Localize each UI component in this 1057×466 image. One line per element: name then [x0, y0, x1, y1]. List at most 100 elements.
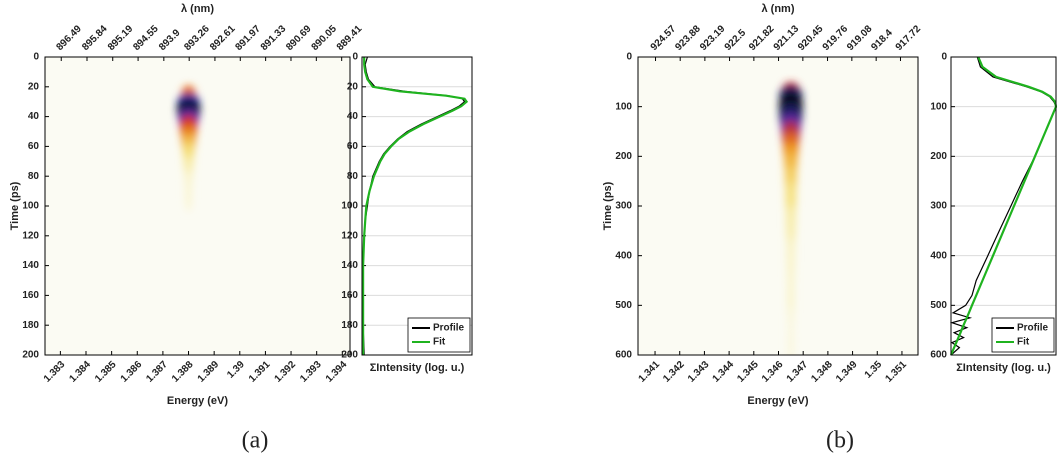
- y-tick-label: 20: [28, 81, 40, 92]
- x-tick-label: 1.386: [119, 359, 145, 385]
- x-tick-label: 1.394: [324, 359, 350, 385]
- y-tick-label: 20: [347, 81, 359, 92]
- x-tick-label: 1.392: [273, 359, 299, 385]
- x-axis-label: ΣIntensity (log. u.): [956, 362, 1051, 374]
- x-axis-label: Energy (eV): [747, 395, 808, 407]
- x2-tick-label: 919.76: [821, 23, 851, 53]
- x2-tick-label: 891.97: [233, 23, 263, 53]
- y-tick-label: 200: [22, 350, 39, 361]
- heatmap: [176, 85, 201, 212]
- y-tick-label: 0: [352, 52, 358, 63]
- x-tick-label: 1.341: [637, 359, 663, 385]
- y-tick-label: 100: [930, 101, 947, 112]
- y-tick-label: 600: [615, 350, 632, 361]
- y-tick-label: 300: [930, 201, 947, 212]
- legend-label: Fit: [433, 337, 446, 348]
- x2-tick-label: 923.19: [698, 23, 728, 53]
- heatmap-blur: [176, 85, 201, 212]
- series-line: [362, 57, 469, 355]
- y-tick-label: 80: [347, 171, 359, 182]
- y-tick-label: 100: [341, 201, 358, 212]
- heat-cell: [787, 305, 795, 355]
- y-tick-label: 300: [615, 201, 632, 212]
- y-tick-label: 500: [615, 300, 632, 311]
- axes-frame: [950, 56, 1057, 356]
- x2-tick-label: 893.9: [157, 27, 183, 53]
- legend-label: Fit: [1017, 337, 1030, 348]
- y-tick-label: 100: [22, 201, 39, 212]
- heat-cell: [185, 170, 192, 212]
- x-tick-label: 1.383: [42, 359, 68, 385]
- y-tick-label: 120: [22, 230, 39, 241]
- x2-tick-label: 889.41: [335, 23, 365, 53]
- y-tick-label: 40: [28, 111, 40, 122]
- x2-axis-label: λ (nm): [181, 3, 214, 15]
- y-tick-label: 0: [626, 52, 632, 63]
- x-tick-label: 1.393: [298, 359, 324, 385]
- y-tick-label: 160: [22, 290, 39, 301]
- x2-tick-label: 893.26: [182, 23, 212, 53]
- y-tick-label: 0: [33, 52, 39, 63]
- x-tick-label: 1.39: [225, 359, 247, 381]
- x2-tick-label: 920.45: [796, 23, 826, 53]
- y-tick-label: 400: [615, 250, 632, 261]
- x2-tick-label: 895.84: [80, 23, 110, 53]
- y-tick-label: 40: [347, 111, 359, 122]
- legend-box: [991, 317, 1055, 353]
- y-tick-label: 500: [930, 300, 947, 311]
- x-axis-label: ΣIntensity (log. u.): [370, 362, 465, 374]
- x-tick-label: 1.35: [863, 359, 885, 381]
- legend-label: Profile: [433, 323, 465, 334]
- x-tick-label: 1.344: [711, 359, 737, 385]
- x2-tick-label: 890.05: [310, 23, 340, 53]
- heatmap-blur: [778, 81, 803, 355]
- x2-tick-label: 894.55: [131, 23, 161, 53]
- x2-tick-label: 924.57: [649, 23, 679, 53]
- x-tick-label: 1.389: [196, 359, 222, 385]
- axes-frame: [637, 56, 919, 356]
- y-tick-label: 140: [341, 260, 358, 271]
- x-tick-label: 1.342: [661, 359, 687, 385]
- y-tick-label: 160: [341, 290, 358, 301]
- x2-tick-label: 896.49: [54, 23, 84, 53]
- x2-tick-label: 919.08: [845, 23, 875, 53]
- y-tick-label: 600: [930, 350, 947, 361]
- x-tick-label: 1.351: [883, 359, 909, 385]
- series-line: [949, 56, 1057, 356]
- x-tick-label: 1.385: [93, 359, 119, 385]
- y-tick-label: 140: [22, 260, 39, 271]
- x-tick-label: 1.346: [760, 359, 786, 385]
- y-tick-label: 200: [341, 350, 358, 361]
- x2-tick-label: 917.72: [894, 23, 924, 53]
- y-tick-label: 200: [615, 151, 632, 162]
- x2-axis-label: λ (nm): [762, 3, 795, 15]
- x2-tick-label: 892.61: [208, 23, 238, 53]
- x2-tick-label: 923.88: [673, 23, 703, 53]
- axes-frame: [361, 56, 473, 356]
- y-axis-label: Time (ps): [9, 181, 21, 230]
- x2-tick-label: 921.13: [772, 23, 802, 53]
- caption: (b): [826, 428, 854, 454]
- y-tick-label: 100: [615, 101, 632, 112]
- y-tick-label: 80: [28, 171, 40, 182]
- x-tick-label: 1.348: [809, 359, 835, 385]
- y-tick-label: 180: [341, 320, 358, 331]
- x-tick-label: 1.387: [144, 359, 170, 385]
- x2-tick-label: 890.69: [284, 23, 314, 53]
- x2-tick-label: 921.82: [747, 23, 777, 53]
- y-tick-label: 60: [347, 141, 359, 152]
- heatmap: [778, 81, 803, 355]
- x2-tick-label: 891.33: [259, 23, 289, 53]
- x2-tick-label: 895.19: [106, 23, 136, 53]
- x-tick-label: 1.345: [735, 359, 761, 385]
- y-tick-label: 200: [930, 151, 947, 162]
- axes-frame: [44, 56, 351, 356]
- y-tick-label: 400: [930, 250, 947, 261]
- legend-box: [407, 317, 471, 353]
- y-tick-label: 120: [341, 230, 358, 241]
- x-tick-label: 1.349: [834, 359, 860, 385]
- x-tick-label: 1.391: [247, 359, 273, 385]
- plot-area: [638, 57, 918, 355]
- x-tick-label: 1.347: [785, 359, 811, 385]
